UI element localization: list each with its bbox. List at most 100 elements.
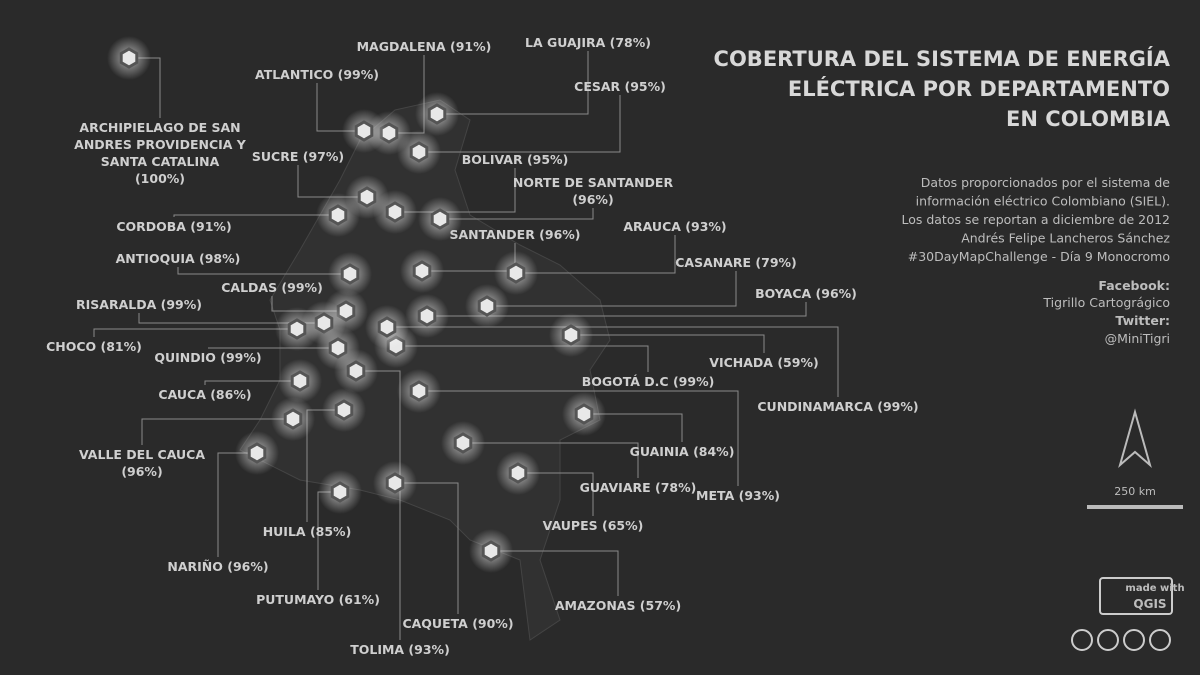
department-label: CAQUETA (90%) [402, 616, 513, 631]
cc-icons [1071, 629, 1171, 651]
credit-line: Los datos se reportan a diciembre de 201… [901, 212, 1170, 227]
department-label: VALLE DEL CAUCA [79, 447, 205, 462]
department-label: VICHADA (59%) [709, 355, 818, 370]
marker [346, 360, 366, 382]
badge-qgis: QGIS [1133, 597, 1166, 611]
leader-line [387, 326, 839, 397]
department-label: GUAINIA (84%) [630, 444, 735, 459]
department-label: BOLIVAR (95%) [462, 152, 569, 167]
leader-line [204, 380, 300, 385]
marker [247, 442, 267, 464]
department-label: RISARALDA (99%) [76, 297, 202, 312]
marker [453, 432, 473, 454]
department-label: GUAVIARE (78%) [580, 480, 697, 495]
department-label: META (93%) [696, 488, 780, 503]
department-label: SANTANDER (96%) [449, 227, 580, 242]
marker [427, 103, 447, 125]
marker [477, 295, 497, 317]
scale-label: 250 km [1114, 485, 1156, 498]
marker [328, 337, 348, 359]
marker [287, 318, 307, 340]
marker [409, 380, 429, 402]
marker [430, 208, 450, 230]
department-label: (96%) [572, 192, 613, 207]
marker [290, 370, 310, 392]
department-label: CASANARE (79%) [675, 255, 797, 270]
leader-line [173, 214, 338, 217]
department-label: NARIÑO (96%) [167, 559, 268, 574]
department-label: VAUPES (65%) [543, 518, 644, 533]
leader-line [396, 345, 649, 372]
department-label: CALDAS (99%) [221, 280, 323, 295]
department-label: ANDRES PROVIDENCIA Y [74, 137, 247, 152]
leader-line [584, 413, 683, 442]
department-label: BOGOTÁ D.C (99%) [582, 374, 715, 389]
leader-line [491, 550, 619, 596]
leader-line [177, 267, 350, 275]
department-label: (100%) [135, 171, 185, 186]
department-label: LA GUAJIRA (78%) [525, 35, 651, 50]
department-label: TOLIMA (93%) [350, 642, 450, 657]
department-label: CUNDINAMARCA (99%) [757, 399, 918, 414]
credit-line: Andrés Felipe Lancheros Sánchez [961, 231, 1170, 246]
department-label: CAUCA (86%) [158, 387, 251, 402]
marker [409, 141, 429, 163]
leader-line [437, 51, 589, 115]
marker [385, 472, 405, 494]
marker [119, 47, 139, 69]
department-label: ANTIOQUIA (98%) [116, 251, 241, 266]
qgis-badge [1099, 577, 1173, 615]
marker [385, 201, 405, 223]
leader-line [440, 208, 594, 220]
marker [328, 204, 348, 226]
leader-line [419, 95, 621, 153]
marker [561, 324, 581, 346]
twitter-label: Twitter: [1115, 313, 1170, 328]
marker [354, 120, 374, 142]
department-label: HUILA (85%) [263, 524, 352, 539]
credit-line: Datos proporcionados por el sistema de [921, 175, 1171, 190]
title-line: ELÉCTRICA POR DEPARTAMENTO [788, 76, 1170, 101]
facebook-label: Facebook: [1098, 278, 1170, 293]
leader-line [427, 302, 807, 317]
leader-line [487, 271, 737, 307]
north-arrow [1118, 408, 1152, 468]
marker [574, 403, 594, 425]
department-label: SUCRE (97%) [252, 149, 344, 164]
facebook: Tigrillo Cartográgico [1042, 295, 1170, 310]
department-label: PUTUMAYO (61%) [256, 592, 380, 607]
title-line: EN COLOMBIA [1006, 107, 1171, 131]
marker [412, 260, 432, 282]
marker [481, 540, 501, 562]
department-label: NORTE DE SANTANDER [513, 175, 674, 190]
leader-line [93, 328, 297, 337]
department-label: CESAR (95%) [574, 79, 666, 94]
credit-line: información eléctrico Colombiano (SIEL). [916, 194, 1170, 209]
department-label: CHOCO (81%) [46, 339, 142, 354]
markers [107, 36, 606, 573]
leader-line [138, 313, 324, 324]
leader-line [516, 235, 676, 274]
department-label: ARCHIPIELAGO DE SAN [79, 120, 240, 135]
title-line: COBERTURA DEL SISTEMA DE ENERGÍA [714, 46, 1171, 71]
marker [330, 481, 350, 503]
header: COBERTURA DEL SISTEMA DE ENERGÍA ELÉCTRIC… [714, 46, 1171, 346]
marker [340, 263, 360, 285]
labels: ARCHIPIELAGO DE SAN ANDRES PROVIDENCIA Y S… [46, 35, 919, 657]
department-label: (96%) [121, 464, 162, 479]
department-label: QUINDIO (99%) [154, 350, 261, 365]
leader-line [419, 390, 739, 486]
twitter: @MiniTigri [1105, 331, 1170, 346]
department-label: AMAZONAS (57%) [555, 598, 681, 613]
department-label: BOYACA (96%) [755, 286, 857, 301]
marker [417, 305, 437, 327]
department-label: ATLANTICO (99%) [255, 67, 379, 82]
marker [377, 316, 397, 338]
department-label: CORDOBA (91%) [116, 219, 231, 234]
marker [508, 462, 528, 484]
leader-line [463, 442, 639, 478]
marker [283, 408, 303, 430]
leader-line [571, 334, 765, 353]
leader-line [141, 418, 293, 445]
